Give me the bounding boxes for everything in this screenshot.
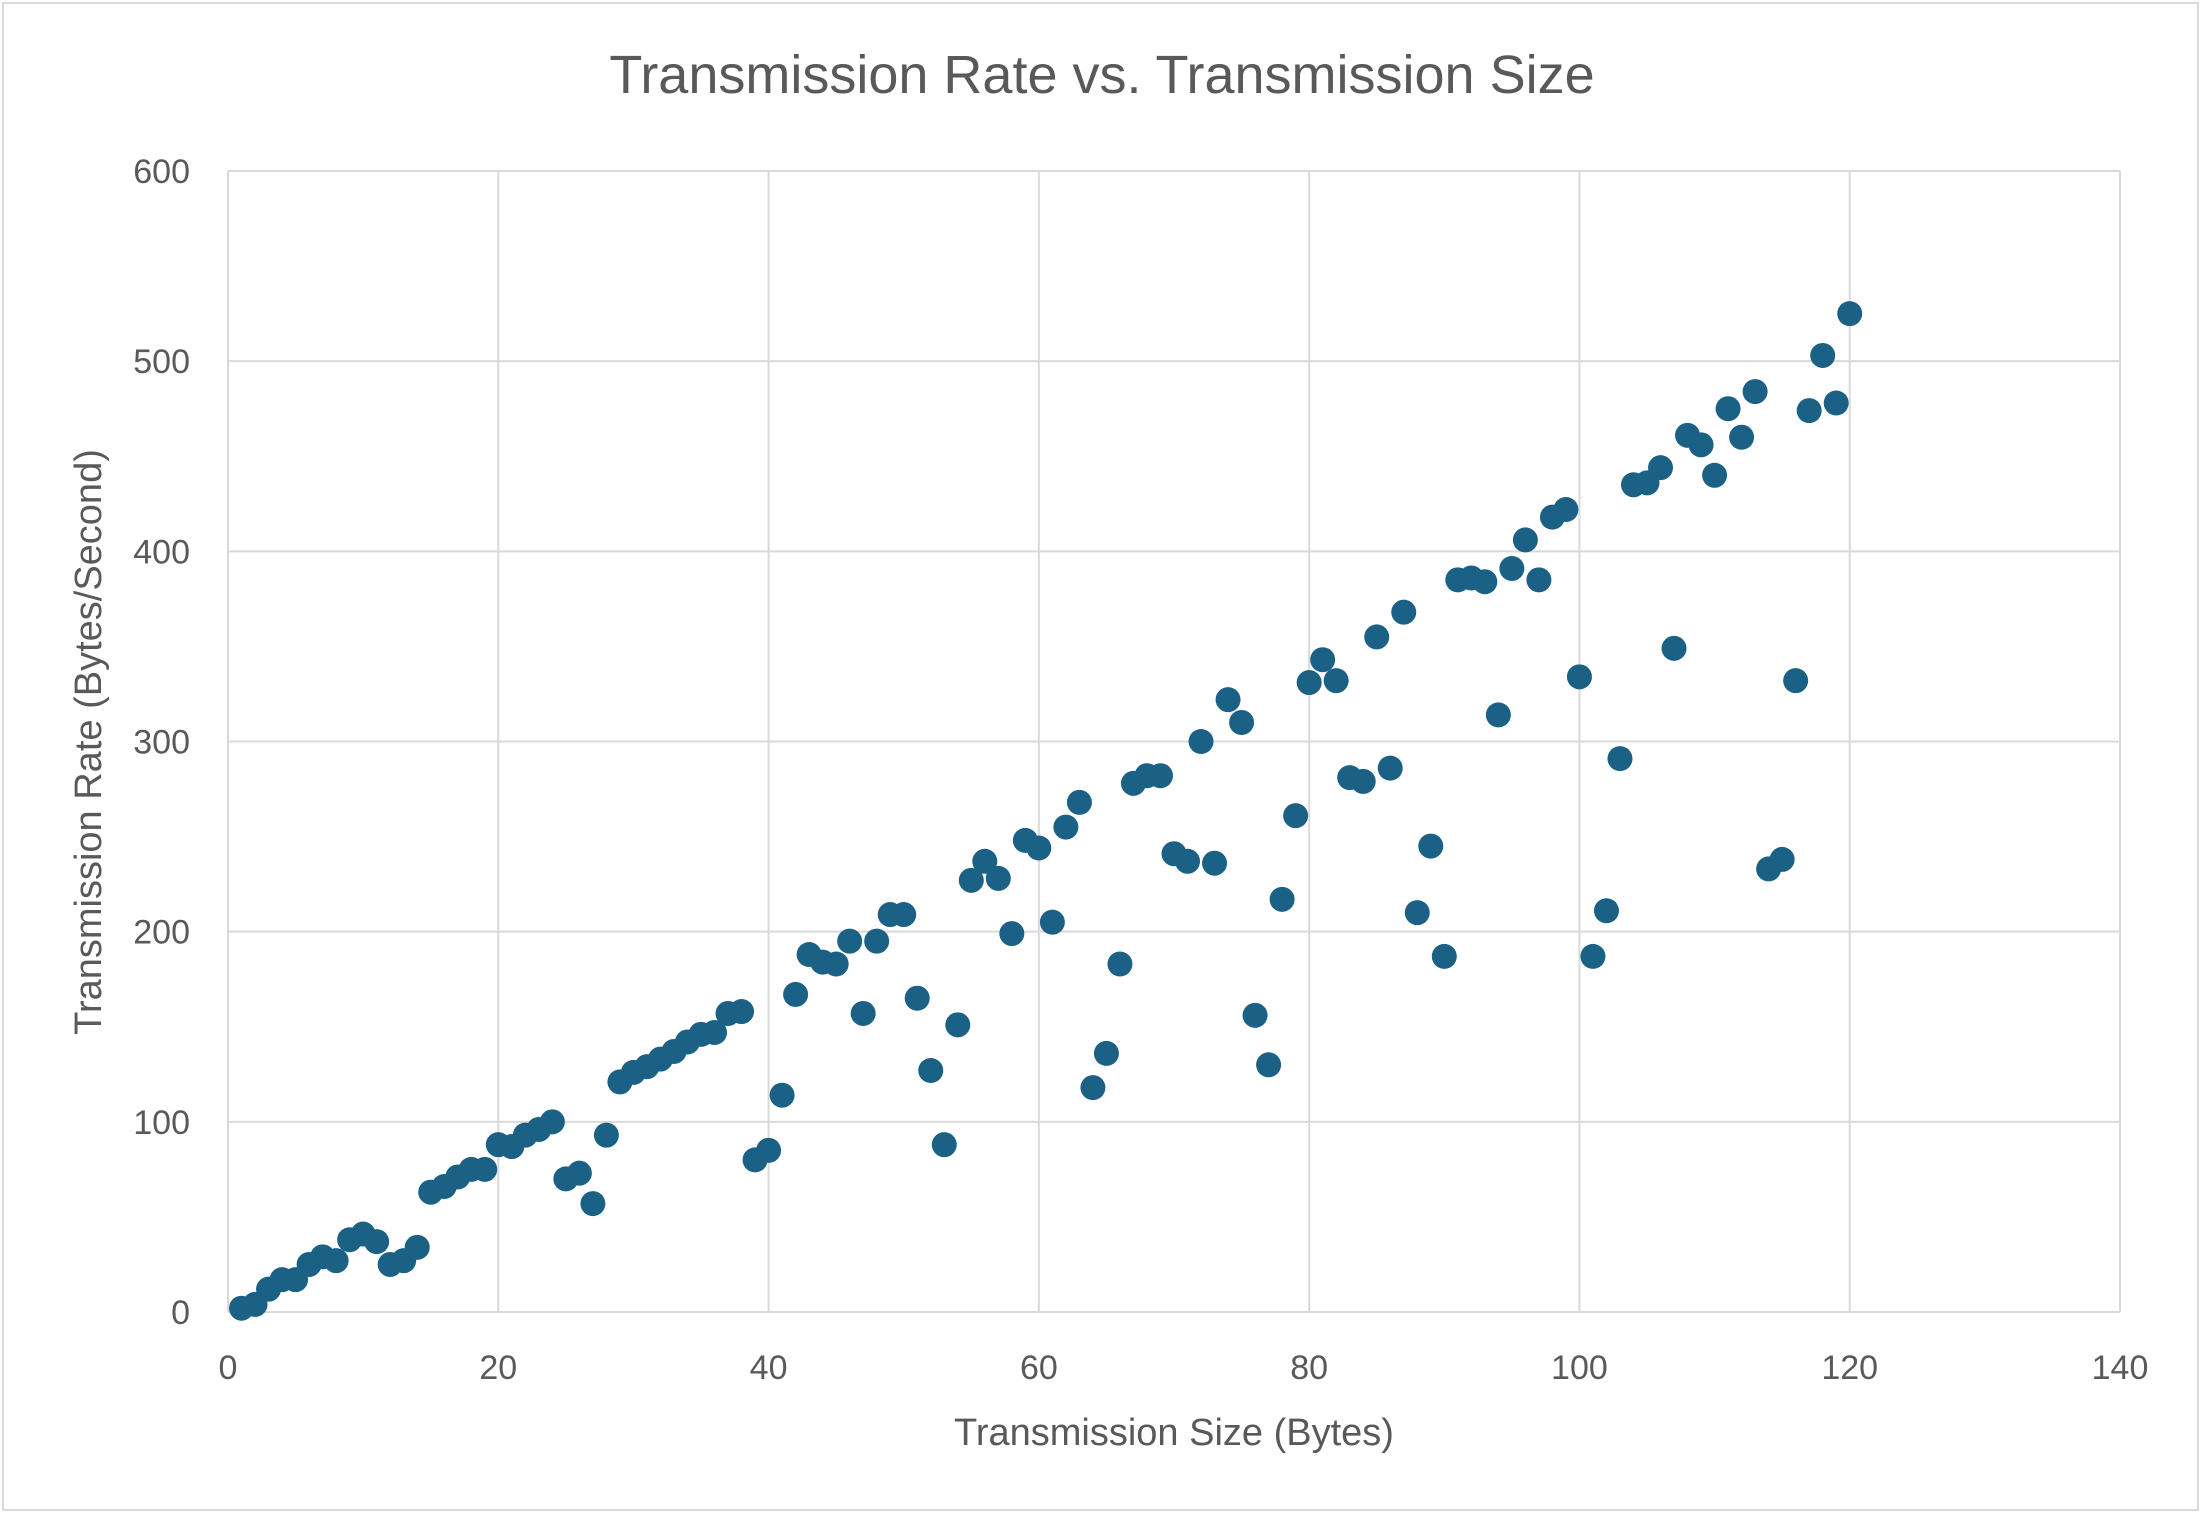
x-tick-label-60: 60 (1020, 1349, 1058, 1387)
data-point (756, 1137, 782, 1163)
data-point (1026, 835, 1052, 861)
data-point (918, 1057, 944, 1083)
data-point (1499, 555, 1525, 581)
data-point (1648, 455, 1674, 481)
x-tick-label-20: 20 (479, 1349, 517, 1387)
data-point (1688, 432, 1714, 458)
data-point (783, 981, 809, 1007)
data-point (729, 999, 755, 1025)
data-point (1742, 379, 1768, 405)
data-point (1066, 789, 1092, 815)
y-tick-label-200: 200 (133, 914, 190, 952)
data-point (1837, 301, 1863, 327)
data-point (1553, 496, 1579, 522)
tick-labels: 0 100 200 300 400 500 600 0 20 40 60 80 100 120 140 (133, 153, 2148, 1387)
data-point (1715, 396, 1741, 422)
data-point (1039, 909, 1065, 935)
data-point (850, 1000, 876, 1026)
data-point (472, 1156, 498, 1182)
data-point (931, 1132, 957, 1158)
data-point (364, 1229, 390, 1255)
y-tick-label-300: 300 (133, 724, 190, 762)
data-point (1080, 1075, 1106, 1101)
data-point (1229, 709, 1255, 735)
x-tick-label-120: 120 (1821, 1349, 1878, 1387)
data-point (985, 865, 1011, 891)
x-tick-label-80: 80 (1290, 1349, 1328, 1387)
x-tick-label-40: 40 (750, 1349, 788, 1387)
data-point (1175, 848, 1201, 874)
data-point (1823, 390, 1849, 416)
data-point (1350, 768, 1376, 794)
data-point (958, 867, 984, 893)
data-point (1702, 462, 1728, 488)
chart-title: Transmission Rate vs. Transmission Size (609, 45, 1594, 105)
data-point (566, 1160, 592, 1186)
x-tick-label-140: 140 (2092, 1349, 2149, 1387)
data-point (1810, 342, 1836, 368)
data-point (1256, 1052, 1282, 1078)
data-point (1323, 668, 1349, 694)
data-point (1296, 670, 1322, 696)
data-point (1729, 424, 1755, 450)
data-point (1404, 900, 1430, 926)
data-point (1283, 803, 1309, 829)
data-point (999, 921, 1025, 947)
data-point (864, 928, 890, 954)
y-tick-label-600: 600 (133, 153, 190, 191)
data-point (1431, 943, 1457, 969)
y-tick-label-100: 100 (133, 1104, 190, 1142)
data-point (1769, 846, 1795, 872)
x-tick-label-100: 100 (1551, 1349, 1608, 1387)
data-point (1215, 687, 1241, 713)
data-point (539, 1109, 565, 1135)
data-point (1485, 702, 1511, 728)
y-axis-title: Transmission Rate (Bytes/Second) (68, 449, 110, 1035)
y-tick-label-500: 500 (133, 343, 190, 381)
x-tick-label-0: 0 (219, 1349, 238, 1387)
data-point (1796, 398, 1822, 424)
data-point (837, 928, 863, 954)
data-point (769, 1082, 795, 1108)
data-point (1472, 569, 1498, 595)
data-point (1202, 850, 1228, 876)
data-point (904, 985, 930, 1011)
data-point (1783, 668, 1809, 694)
data-point (1566, 664, 1592, 690)
data-point (1593, 898, 1619, 924)
data-point (823, 951, 849, 977)
data-points (229, 301, 1863, 1321)
data-point (1107, 951, 1133, 977)
data-point (580, 1191, 606, 1217)
data-point (1053, 814, 1079, 840)
data-point (1377, 755, 1403, 781)
data-point (1147, 763, 1173, 789)
data-point (972, 848, 998, 874)
data-point (1093, 1040, 1119, 1066)
data-point (1607, 746, 1633, 772)
data-point (1512, 527, 1538, 553)
data-point (1310, 647, 1336, 673)
y-tick-label-400: 400 (133, 533, 190, 571)
data-point (1188, 729, 1214, 754)
data-point (891, 902, 917, 928)
data-point (404, 1234, 430, 1260)
x-axis-title: Transmission Size (Bytes) (954, 1412, 1394, 1454)
data-point (702, 1019, 728, 1045)
y-tick-label-0: 0 (171, 1294, 190, 1332)
data-point (1526, 567, 1552, 593)
data-point (1391, 599, 1417, 625)
data-point (1418, 833, 1444, 859)
data-point (1269, 886, 1295, 912)
data-point (593, 1122, 619, 1148)
data-point (945, 1012, 971, 1038)
data-point (323, 1248, 349, 1274)
data-point (1661, 635, 1687, 661)
data-point (1242, 1002, 1268, 1028)
data-point (1364, 624, 1390, 650)
data-point (1580, 943, 1606, 969)
